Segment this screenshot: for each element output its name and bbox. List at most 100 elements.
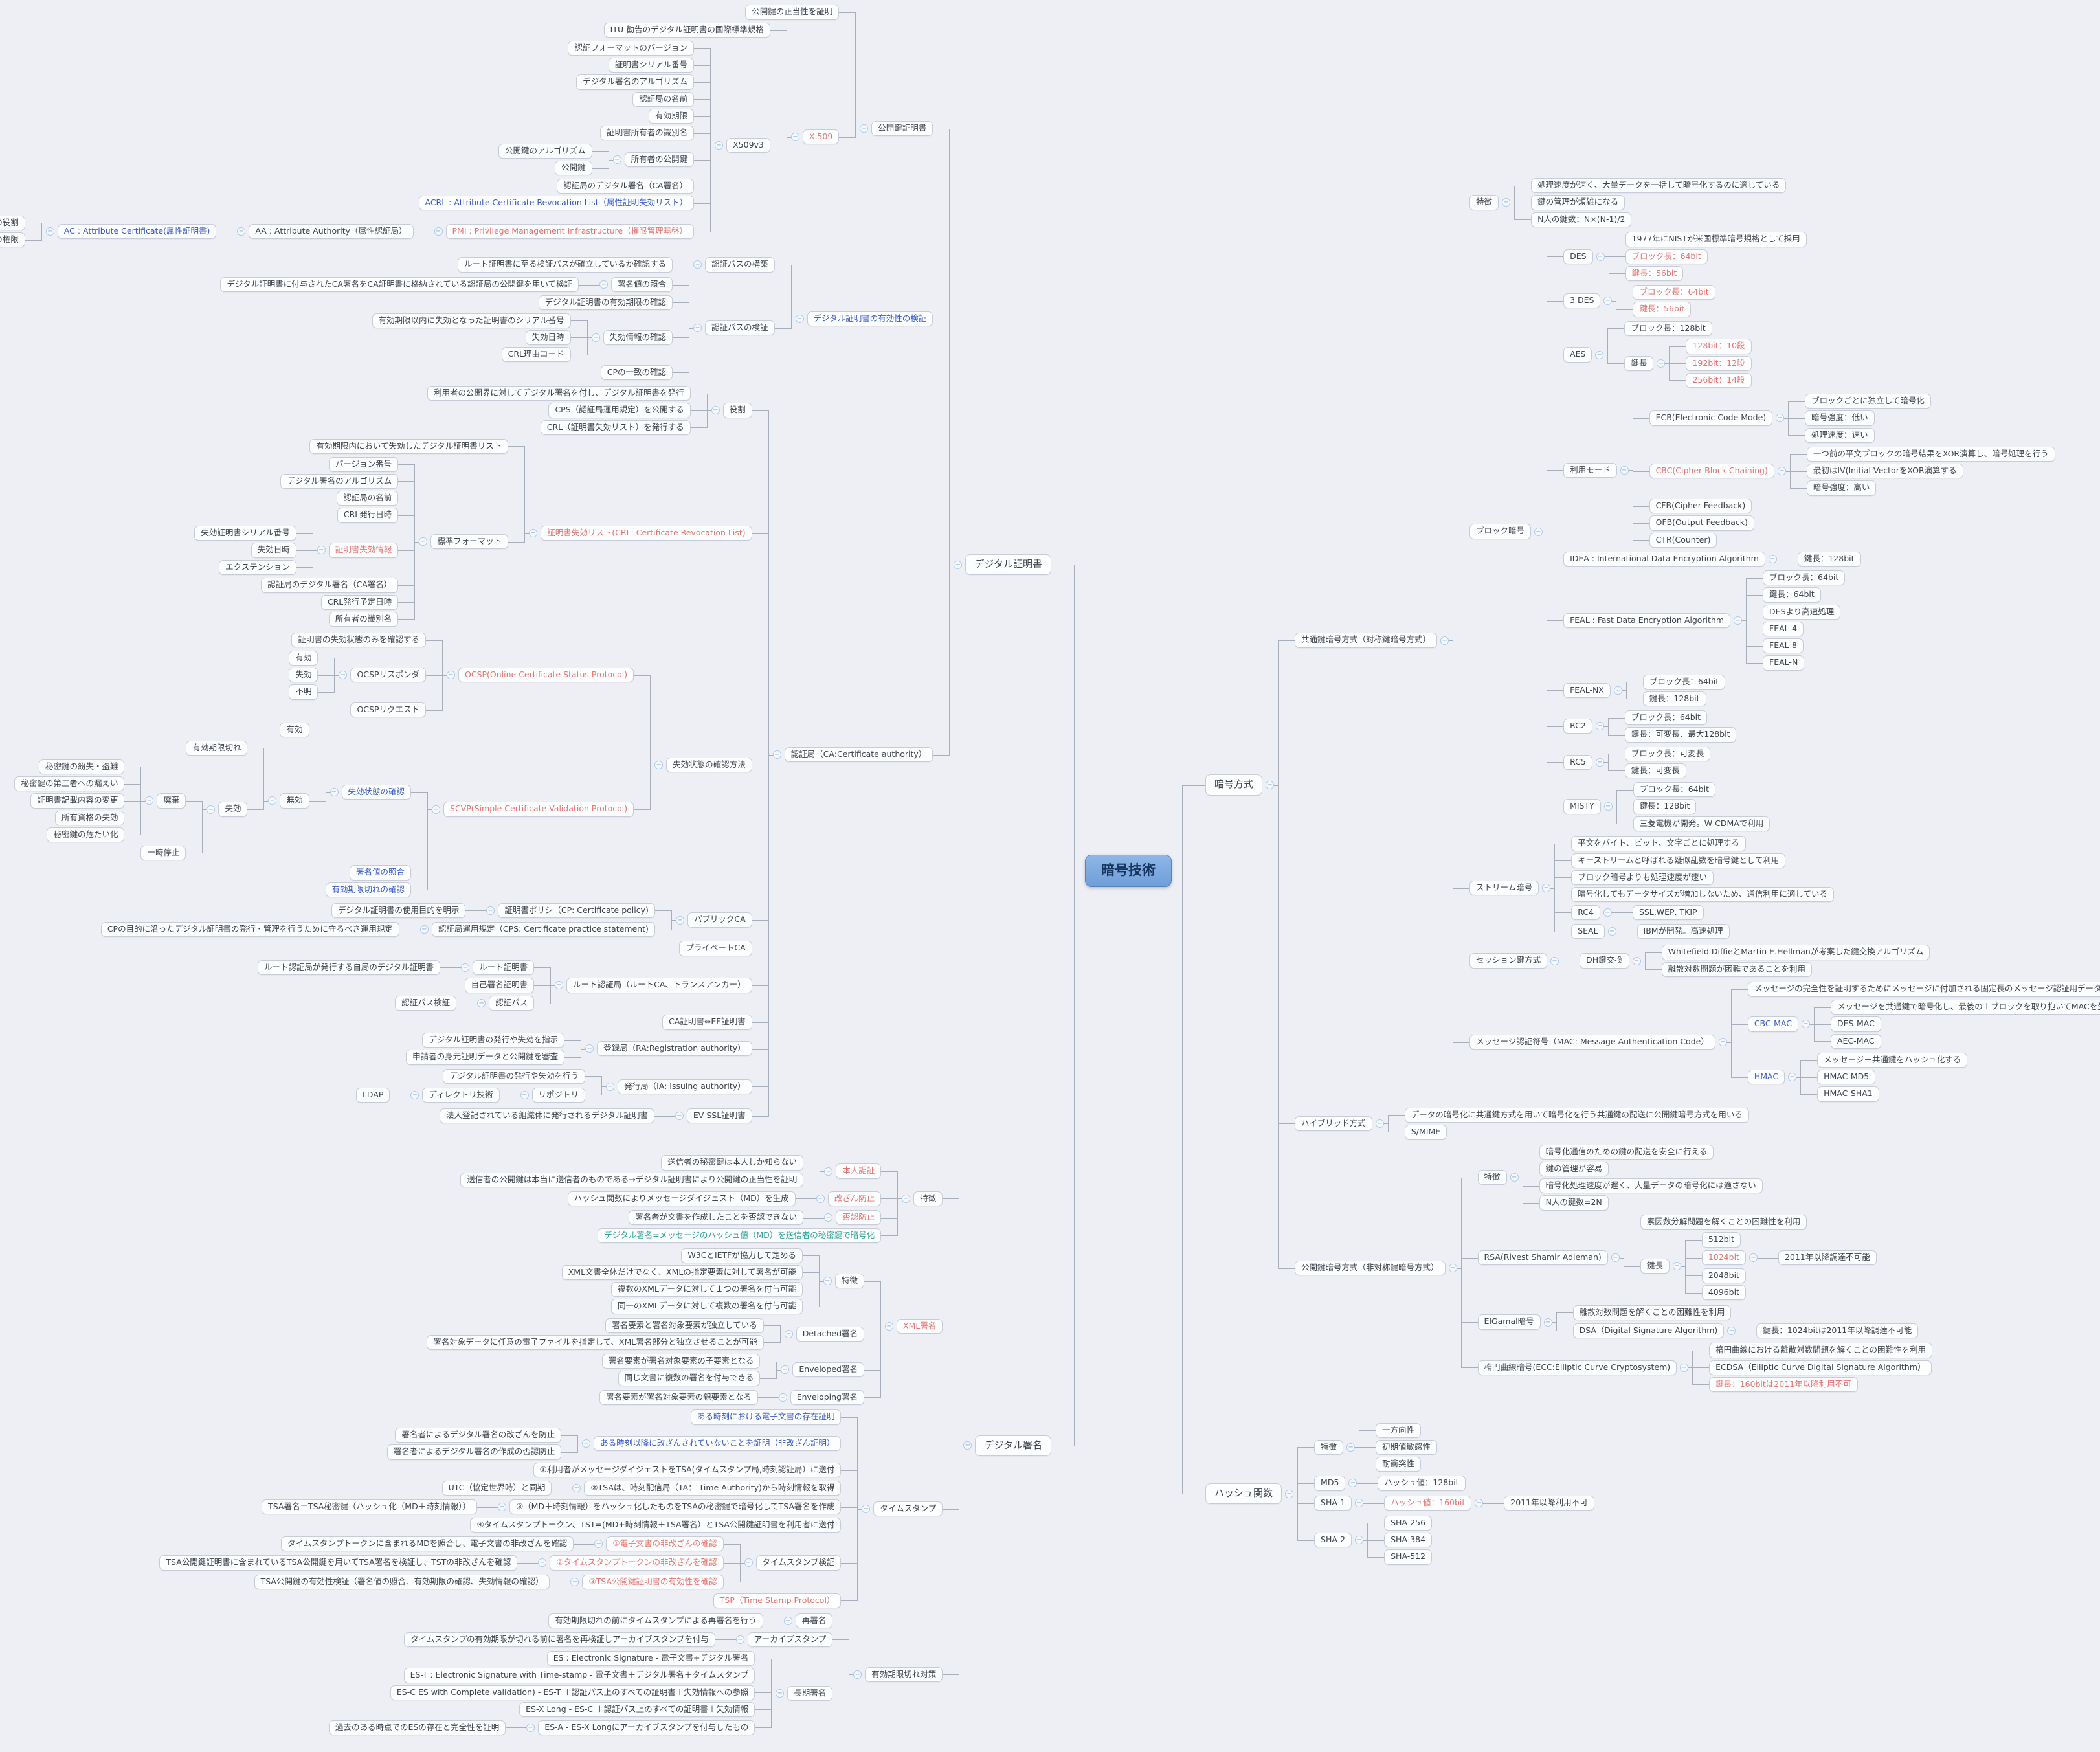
branch-topic[interactable]: デジタル署名 (975, 1435, 1052, 1456)
topic-node[interactable]: XML署名 (897, 1319, 943, 1334)
collapse-icon[interactable]: − (1620, 466, 1629, 475)
topic-node[interactable]: タイムスタンプ検証 (755, 1555, 842, 1571)
topic-node[interactable]: ES-A - ES-X Longにアーカイブスタンプを付与したもの (538, 1720, 755, 1735)
topic-node[interactable]: 証明書失効リスト(CRL: Certificate Revocation Lis… (541, 526, 752, 541)
topic-node[interactable]: ルート認証局（ルートCA、トランスアンカー） (566, 978, 752, 993)
topic-node[interactable]: HMAC (1747, 1070, 1785, 1085)
topic-node[interactable]: 送信者の公開鍵は本当に送信者のものである→デジタル証明書により公開鍵の正当性を証… (460, 1172, 804, 1187)
topic-node[interactable]: 有効期限切れ対策 (865, 1667, 943, 1682)
topic-node[interactable]: CPS（認証局運用規定）を公開する (548, 403, 691, 418)
topic-node[interactable]: 署名者が文書を作成したことを否認できない (629, 1210, 804, 1226)
collapse-icon[interactable]: − (1748, 1253, 1758, 1263)
topic-node[interactable]: ブロック長：64bit (1625, 249, 1708, 264)
topic-node[interactable]: OCSP(Online Certificate Status Protocol) (458, 668, 634, 683)
topic-node[interactable]: 証明書失効情報 (328, 543, 399, 558)
topic-node[interactable]: バージョン番号 (329, 456, 399, 472)
topic-node[interactable]: デジタル証明書の発行や失効を指示 (422, 1033, 565, 1048)
topic-node[interactable]: 長期署名 (787, 1686, 833, 1701)
collapse-icon[interactable]: − (781, 1365, 790, 1375)
topic-node[interactable]: 発行局（IA: Issuing authority） (618, 1079, 752, 1094)
topic-node[interactable]: SCVP(Simple Certificate Validation Proto… (443, 802, 634, 817)
topic-node[interactable]: ECB(Electronic Code Mode) (1649, 410, 1773, 426)
topic-node[interactable]: 三菱電機が開発。W-CDMAで利用 (1633, 816, 1770, 831)
topic-node[interactable]: S/MIME (1404, 1124, 1447, 1140)
topic-node[interactable]: メッセージの完全性を証明するためにメッセージに付加される固定長のメッセージ認証用… (1747, 982, 2100, 997)
topic-node[interactable]: ブロック長：64bit (1763, 570, 1846, 586)
topic-node[interactable]: 最初はIV(Initial VectorをXOR演算する (1806, 464, 1963, 479)
collapse-icon[interactable]: − (317, 546, 326, 555)
topic-node[interactable]: アーカイブスタンプ (747, 1632, 833, 1647)
collapse-icon[interactable]: − (1611, 1253, 1620, 1263)
collapse-icon[interactable]: − (1355, 1536, 1364, 1545)
topic-node[interactable]: 暗号化処理速度が遅く、大量データの暗号化には適さない (1539, 1178, 1763, 1194)
topic-node[interactable]: 署名値の照合 (350, 865, 412, 881)
topic-node[interactable]: ブロック長：64bit (1633, 285, 1715, 300)
topic-node[interactable]: CBC(Cipher Block Chaining) (1649, 464, 1774, 479)
topic-node[interactable]: リポジトリ (531, 1087, 586, 1103)
topic-node[interactable]: プライベートCA (679, 941, 752, 956)
topic-node[interactable]: OFB(Output Feedback) (1649, 515, 1754, 531)
topic-node[interactable]: ブロック長：128bit (1624, 320, 1712, 336)
topic-node[interactable]: セッション鍵方式 (1469, 953, 1548, 969)
topic-node[interactable]: 認証パスの構築 (705, 257, 775, 273)
collapse-icon[interactable]: − (599, 280, 609, 289)
topic-node[interactable]: 楕円曲線における離散対数問題を解くことの困難性を利用 (1709, 1343, 1933, 1358)
collapse-icon[interactable]: − (790, 133, 799, 142)
topic-node[interactable]: RSA(Rivest Shamir Adleman) (1477, 1250, 1608, 1266)
topic-node[interactable]: 署名要素が署名対象要素の親要素となる (599, 1389, 758, 1405)
topic-node[interactable]: 認証局の名前 (632, 91, 695, 107)
topic-node[interactable]: ブロック長：可変長 (1624, 746, 1711, 761)
collapse-icon[interactable]: − (744, 1558, 753, 1567)
topic-node[interactable]: 利用者の公開界に対してデジタル署名を付し、デジタル証明書を発行 (427, 386, 691, 401)
topic-node[interactable]: 処理速度が速く、大量データを一括して暗号化するのに適している (1531, 178, 1787, 194)
topic-node[interactable]: 512bit (1701, 1232, 1741, 1248)
topic-node[interactable]: 耐衝突性 (1376, 1457, 1422, 1472)
collapse-icon[interactable]: − (711, 406, 720, 415)
collapse-icon[interactable]: − (1727, 1326, 1736, 1335)
collapse-icon[interactable]: − (268, 796, 277, 805)
topic-node[interactable]: N人の鍵数：N×(N-1)/2 (1531, 212, 1632, 227)
topic-node[interactable]: 無効 (280, 793, 309, 809)
topic-node[interactable]: FEAL-N (1763, 655, 1805, 671)
topic-node[interactable]: X509v3 (726, 138, 770, 153)
topic-node[interactable]: PMI : Privilege Management Infrastructur… (445, 223, 695, 240)
collapse-icon[interactable]: − (486, 906, 495, 915)
collapse-icon[interactable]: − (693, 324, 702, 333)
collapse-icon[interactable]: − (1510, 1173, 1519, 1182)
collapse-icon[interactable]: − (207, 805, 216, 814)
collapse-icon[interactable]: − (772, 750, 781, 759)
collapse-icon[interactable]: − (675, 915, 684, 925)
topic-node[interactable]: 公開鍵のアルゴリズム (498, 143, 592, 159)
collapse-icon[interactable]: − (432, 805, 441, 814)
topic-node[interactable]: 一時停止 (140, 845, 186, 860)
topic-node[interactable]: 特徴 (913, 1191, 943, 1206)
collapse-icon[interactable]: − (446, 671, 455, 680)
collapse-icon[interactable]: − (237, 227, 246, 236)
topic-node[interactable]: 所有者の役割 (0, 215, 25, 230)
topic-node[interactable]: 失効状態の確認 (341, 785, 412, 800)
topic-node[interactable]: 認証局のデジタル署名（CA署名） (261, 578, 399, 593)
topic-node[interactable]: メッセージ認証符号（MAC: Message Authentication Co… (1469, 1035, 1715, 1050)
collapse-icon[interactable]: − (783, 1616, 792, 1625)
topic-node[interactable]: IDEA : International Data Encryption Alg… (1563, 551, 1765, 567)
topic-node[interactable]: 鍵の管理が容易 (1539, 1161, 1609, 1176)
topic-node[interactable]: SHA-1 (1314, 1496, 1352, 1511)
topic-node[interactable]: ブロック長：64bit (1642, 674, 1726, 690)
topic-node[interactable]: 所有者の公開鍵 (624, 152, 695, 168)
topic-node[interactable]: UTC（協定世界時）と同期 (441, 1480, 552, 1496)
topic-node[interactable]: 処理速度：速い (1805, 427, 1875, 443)
topic-node[interactable]: 失効状態の確認方法 (666, 757, 752, 772)
topic-node[interactable]: 鍵長：128bit (1642, 691, 1706, 706)
topic-node[interactable]: 署名値の照合 (611, 277, 673, 293)
collapse-icon[interactable]: − (419, 925, 429, 934)
topic-node[interactable]: CA証明書⇔EE証明書 (662, 1015, 752, 1030)
topic-node[interactable]: 秘密鍵の第三者への漏えい (14, 776, 125, 792)
topic-node[interactable]: X.509 (802, 129, 840, 145)
collapse-icon[interactable]: − (862, 1505, 871, 1514)
topic-node[interactable]: 失効 (289, 668, 318, 683)
collapse-icon[interactable]: − (529, 529, 538, 538)
topic-node[interactable]: 3 DES (1563, 293, 1601, 309)
topic-node[interactable]: IBMが開発。高速処理 (1636, 924, 1730, 939)
collapse-icon[interactable]: − (1680, 1363, 1689, 1372)
topic-node[interactable]: DESより高速処理 (1763, 604, 1841, 620)
